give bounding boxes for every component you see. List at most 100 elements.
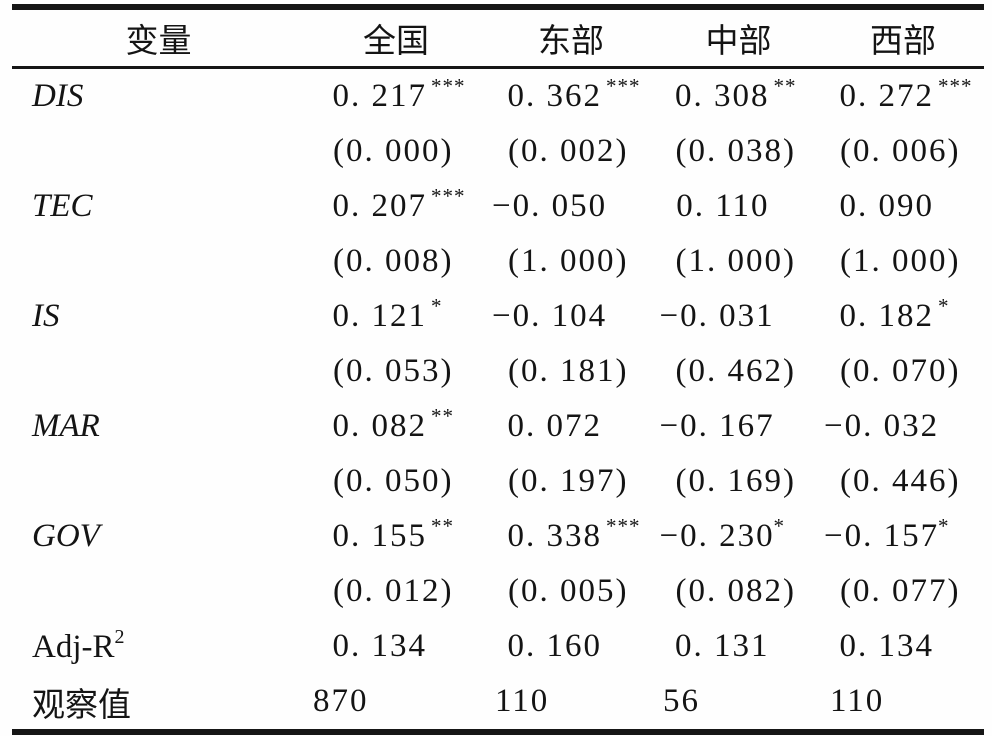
row-label-is: IS	[32, 298, 60, 334]
coef-cell: 0. 090	[822, 179, 984, 234]
coef-value: 0. 338	[507, 518, 602, 554]
pvalue-cell: (0. 006)	[822, 124, 984, 179]
empty-cell	[12, 454, 305, 509]
significance-stars: ***	[938, 74, 973, 98]
adj-r2-cell: 0. 134	[305, 619, 487, 674]
observations-value: 56	[663, 683, 700, 719]
coef-row-tec: TEC 0. 207 *** −0. 050 0. 110 0. 090	[12, 179, 984, 234]
coef-cell: 0. 110	[655, 179, 822, 234]
empty-cell	[12, 124, 305, 179]
p-value: (1. 000)	[840, 243, 961, 279]
adj-r2-value: 0. 134	[839, 628, 934, 664]
significance-stars: **	[431, 514, 454, 538]
col-header-variable: 变量	[12, 7, 305, 69]
adj-r2-text: Adj-R	[32, 628, 115, 665]
coef-value: 0. 121	[332, 298, 427, 334]
pvalue-cell: (1. 000)	[487, 234, 655, 289]
observations-value: 110	[830, 683, 885, 719]
pvalue-cell: (0. 050)	[305, 454, 487, 509]
observations-value: 870	[313, 683, 369, 719]
p-value: (0. 462)	[675, 353, 796, 389]
significance-stars: *	[938, 294, 950, 318]
coef-cell: −0. 230 *	[655, 509, 822, 564]
pvalue-cell: (0. 000)	[305, 124, 487, 179]
pvalue-cell: (0. 462)	[655, 344, 822, 399]
pvalue-row-dis: (0. 000) (0. 002) (0. 038) (0. 006)	[12, 124, 984, 179]
row-label-gov: GOV	[32, 518, 100, 554]
coef-value: 0. 182	[839, 298, 934, 334]
p-value: (0. 169)	[675, 463, 796, 499]
col-header-west: 西部	[822, 7, 984, 69]
p-value: (0. 446)	[840, 463, 961, 499]
adj-r2-row: Adj-R2 0. 134 0. 160 0. 131 0. 134	[12, 619, 984, 674]
observations-row: 观察值 870 110 56 110	[12, 674, 984, 732]
row-label-tec: TEC	[32, 188, 93, 224]
adj-r2-cell: 0. 131	[655, 619, 822, 674]
significance-stars: **	[431, 404, 454, 428]
coef-value: −0. 167	[659, 408, 775, 444]
p-value: (0. 006)	[840, 133, 961, 169]
coef-value: 0. 272	[839, 78, 934, 114]
col-header-east: 东部	[487, 7, 655, 69]
adj-r2-value: 0. 160	[507, 628, 602, 664]
row-label-dis: DIS	[32, 78, 84, 114]
pvalue-cell: (1. 000)	[822, 234, 984, 289]
coef-row-is: IS 0. 121 * −0. 104 −0. 031 0. 182 *	[12, 289, 984, 344]
p-value: (0. 008)	[333, 243, 454, 279]
p-value: (1. 000)	[675, 243, 796, 279]
pvalue-cell: (0. 002)	[487, 124, 655, 179]
coef-value: 0. 362	[507, 78, 602, 114]
adj-r2-superscript: 2	[114, 625, 125, 648]
coef-row-gov: GOV 0. 155 ** 0. 338 *** −0. 230 * −0. 157 *	[12, 509, 984, 564]
coef-cell: 0. 155 **	[305, 509, 487, 564]
coef-cell: 0. 082 **	[305, 399, 487, 454]
empty-cell	[12, 344, 305, 399]
pvalue-cell: (0. 077)	[822, 564, 984, 619]
significance-stars: ***	[606, 514, 641, 538]
adj-r2-cell: 0. 134	[822, 619, 984, 674]
significance-stars: ***	[606, 74, 641, 98]
row-label-adj-r2: Adj-R2	[12, 619, 305, 674]
coef-cell: 0. 362 ***	[487, 68, 655, 125]
pvalue-row-gov: (0. 012) (0. 005) (0. 082) (0. 077)	[12, 564, 984, 619]
pvalue-row-mar: (0. 050) (0. 197) (0. 169) (0. 446)	[12, 454, 984, 509]
coef-cell: 0. 272 ***	[822, 68, 984, 125]
p-value: (0. 050)	[333, 463, 454, 499]
coef-value: −0. 230	[659, 518, 775, 554]
col-header-central: 中部	[655, 7, 822, 69]
pvalue-cell: (0. 181)	[487, 344, 655, 399]
p-value: (0. 012)	[333, 573, 454, 609]
p-value: (0. 053)	[333, 353, 454, 389]
coef-value: 0. 090	[839, 188, 934, 224]
coef-cell: −0. 031	[655, 289, 822, 344]
p-value: (1. 000)	[508, 243, 629, 279]
pvalue-cell: (0. 038)	[655, 124, 822, 179]
coef-cell: −0. 167	[655, 399, 822, 454]
empty-cell	[12, 234, 305, 289]
p-value: (0. 000)	[333, 133, 454, 169]
pvalue-cell: (0. 012)	[305, 564, 487, 619]
pvalue-cell: (0. 197)	[487, 454, 655, 509]
coef-cell: −0. 050	[487, 179, 655, 234]
coef-value: 0. 207	[332, 188, 427, 224]
empty-cell	[12, 564, 305, 619]
p-value: (0. 181)	[508, 353, 629, 389]
row-label-observations: 观察值	[32, 687, 131, 724]
coef-value: −0. 157	[824, 518, 940, 554]
pvalue-row-is: (0. 053) (0. 181) (0. 462) (0. 070)	[12, 344, 984, 399]
coef-row-dis: DIS 0. 217 *** 0. 362 *** 0. 308 ** 0. 272 *…	[12, 68, 984, 125]
coef-cell: 0. 308 **	[655, 68, 822, 125]
observations-value: 110	[495, 683, 550, 719]
coef-value: −0. 032	[824, 408, 940, 444]
coef-cell: 0. 338 ***	[487, 509, 655, 564]
coef-cell: −0. 104	[487, 289, 655, 344]
coef-value: −0. 104	[492, 298, 608, 334]
p-value: (0. 197)	[508, 463, 629, 499]
p-value: (0. 005)	[508, 573, 629, 609]
col-header-national: 全国	[305, 7, 487, 69]
pvalue-cell: (0. 169)	[655, 454, 822, 509]
coef-cell: −0. 157 *	[822, 509, 984, 564]
coef-row-mar: MAR 0. 082 ** 0. 072 −0. 167 −0. 032	[12, 399, 984, 454]
p-value: (0. 082)	[675, 573, 796, 609]
